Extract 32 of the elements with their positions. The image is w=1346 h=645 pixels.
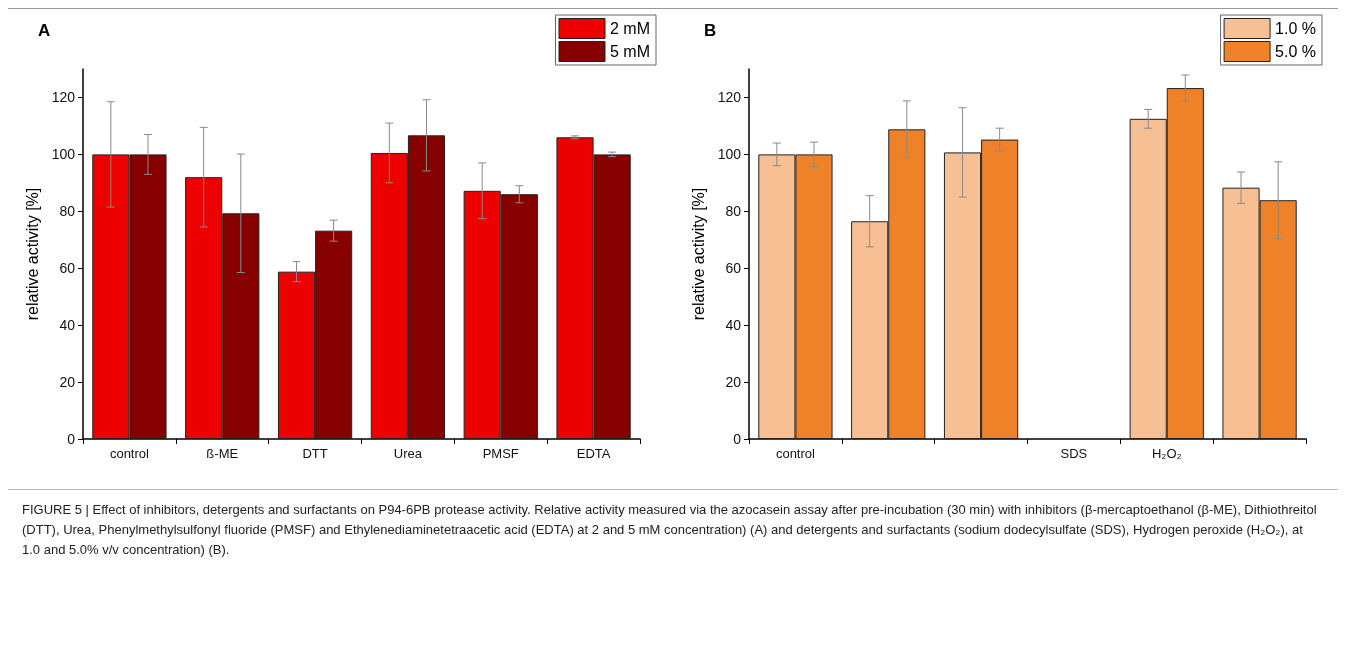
- y-tick-label: 120: [717, 89, 742, 106]
- y-tick-label: 40: [59, 317, 76, 334]
- y-tick-label: 40: [725, 317, 742, 334]
- y-tick-label: 20: [59, 374, 76, 391]
- legend-label: 5.0 %: [1275, 43, 1317, 60]
- x-tick-label: control: [109, 446, 150, 461]
- x-tick-label: SDS: [1060, 446, 1088, 461]
- y-tick-label: 80: [59, 203, 76, 220]
- chart-title: A: [38, 21, 51, 40]
- legend-label: 1.0 %: [1275, 20, 1317, 37]
- y-tick-label: 60: [59, 260, 76, 277]
- x-tick-label: DTT: [302, 446, 328, 461]
- caption: FIGURE 5 | Effect of inhibitors, detergents and surfactants on P94-6PB protease activity. Relative activity measured via the azocasein assay after pre-incubation (30 min) with inhibitors (β-mercaptoethanol (β-ME), Dithiothreitol (DTT), Urea, Phenylmethylsulfonyl fluoride (PMSF) and Ethylenediaminetetraacetic acid (EDTA) at 2 and 5 mM concentration) (A) and detergents and surfactants (sodium dodecylsulfate (SDS), Hydrogen peroxide (H₂O₂), at 1.0 and 5.0% v/v concentration) (B).: [22, 501, 1318, 560]
- x-tick-label: control: [775, 446, 816, 461]
- y-tick-label: 100: [51, 146, 76, 163]
- x-tick-label: EDTA: [576, 446, 611, 461]
- y-axis-title: relative activity [%]: [24, 187, 42, 321]
- legend-label: 5 mM: [610, 43, 650, 60]
- y-tick-label: 80: [725, 203, 742, 220]
- legend-label: 2 mM: [610, 20, 650, 37]
- y-tick-label: 0: [67, 431, 76, 447]
- x-tick-label: PMSF: [482, 446, 519, 461]
- y-tick-label: 100: [717, 146, 742, 163]
- x-tick-label: ß-ME: [206, 446, 239, 461]
- y-tick-label: 0: [733, 431, 742, 447]
- y-axis-title: relative activity [%]: [690, 187, 708, 321]
- x-tick-label: H₂O₂: [1151, 446, 1182, 461]
- y-tick-label: 20: [725, 374, 742, 391]
- y-tick-label: 60: [725, 260, 742, 277]
- x-tick-label: Urea: [393, 446, 423, 461]
- y-tick-label: 120: [51, 89, 76, 106]
- chart-title: B: [704, 21, 717, 40]
